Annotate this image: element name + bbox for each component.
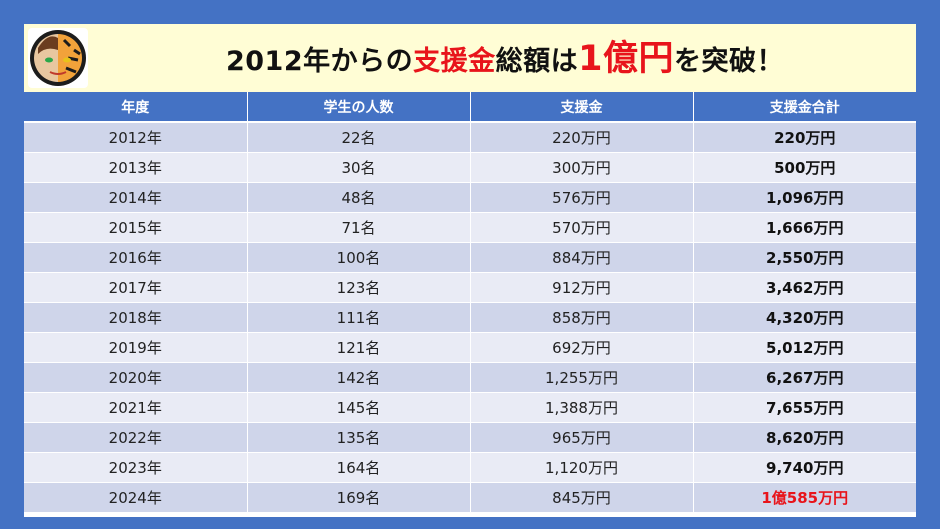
- cell-students: 100名: [247, 242, 471, 273]
- cell-year: 2018年: [24, 302, 248, 333]
- cell-support: 884万円: [470, 242, 694, 273]
- page-title: 2012年からの支援金総額は1億円を突破！: [110, 24, 900, 92]
- cell-support: 845万円: [470, 482, 694, 513]
- cell-year: 2014年: [24, 182, 248, 213]
- table-row: 2013年 30名 300万円 500万円: [24, 152, 916, 183]
- table-row: 2018年 111名 858万円 4,320万円: [24, 302, 916, 333]
- column-header-total: 支援金合計: [693, 92, 916, 123]
- title-part-4: 1億円: [578, 39, 674, 79]
- cell-year: 2022年: [24, 422, 248, 453]
- slide: 2012年からの支援金総額は1億円を突破！ 年度 学生の人数 支援金 支援金合計…: [24, 24, 916, 517]
- title-part-5: を突破！: [674, 46, 784, 77]
- cell-total: 8,620万円: [693, 422, 916, 453]
- cell-year: 2016年: [24, 242, 248, 273]
- cell-students: 142名: [247, 362, 471, 393]
- table-row: 2019年 121名 692万円 5,012万円: [24, 332, 916, 363]
- cell-students: 30名: [247, 152, 471, 183]
- cell-total: 4,320万円: [693, 302, 916, 333]
- hero-tiger-face-icon: [28, 28, 88, 88]
- title-part-1: 2012年からの: [225, 46, 414, 77]
- cell-total: 9,740万円: [693, 452, 916, 483]
- cell-year: 2019年: [24, 332, 248, 363]
- cell-students: 169名: [247, 482, 471, 513]
- cell-total: 1,096万円: [693, 182, 916, 213]
- support-table: 年度 学生の人数 支援金 支援金合計 2012年 22名 220万円 220万円…: [24, 92, 916, 513]
- cell-students: 121名: [247, 332, 471, 363]
- table-row: 2020年 142名 1,255万円 6,267万円: [24, 362, 916, 393]
- column-header-students: 学生の人数: [247, 92, 471, 123]
- cell-year: 2017年: [24, 272, 248, 303]
- cell-total: 500万円: [693, 152, 916, 183]
- cell-students: 48名: [247, 182, 471, 213]
- cell-support: 576万円: [470, 182, 694, 213]
- cell-year: 2024年: [24, 482, 248, 513]
- table-row: 2016年 100名 884万円 2,550万円: [24, 242, 916, 273]
- cell-total: 1,666万円: [693, 212, 916, 243]
- table-row: 2015年 71名 570万円 1,666万円: [24, 212, 916, 243]
- cell-year: 2023年: [24, 452, 248, 483]
- cell-total: 2,550万円: [693, 242, 916, 273]
- cell-students: 123名: [247, 272, 471, 303]
- cell-total: 6,267万円: [693, 362, 916, 393]
- cell-total: 3,462万円: [693, 272, 916, 303]
- cell-students: 22名: [247, 122, 471, 153]
- cell-students: 111名: [247, 302, 471, 333]
- cell-total: 7,655万円: [693, 392, 916, 423]
- cell-support: 1,120万円: [470, 452, 694, 483]
- table-row: 2021年 145名 1,388万円 7,655万円: [24, 392, 916, 423]
- cell-year: 2020年: [24, 362, 248, 393]
- table-row: 2014年 48名 576万円 1,096万円: [24, 182, 916, 213]
- cell-students: 145名: [247, 392, 471, 423]
- cell-year: 2013年: [24, 152, 248, 183]
- table-row: 2023年 164名 1,120万円 9,740万円: [24, 452, 916, 483]
- cell-support: 692万円: [470, 332, 694, 363]
- cell-support: 912万円: [470, 272, 694, 303]
- title-part-2: 支援金: [413, 46, 496, 77]
- cell-support: 570万円: [470, 212, 694, 243]
- table-row: 2012年 22名 220万円 220万円: [24, 122, 916, 153]
- cell-students: 135名: [247, 422, 471, 453]
- cell-support: 1,388万円: [470, 392, 694, 423]
- cell-total-highlight: 1億585万円: [693, 482, 916, 513]
- cell-year: 2021年: [24, 392, 248, 423]
- title-part-3: 総額は: [495, 46, 579, 77]
- cell-students: 164名: [247, 452, 471, 483]
- table-row: 2022年 135名 965万円 8,620万円: [24, 422, 916, 453]
- table-row: 2017年 123名 912万円 3,462万円: [24, 272, 916, 303]
- cell-support: 965万円: [470, 422, 694, 453]
- cell-total: 5,012万円: [693, 332, 916, 363]
- cell-year: 2012年: [24, 122, 248, 153]
- column-header-support: 支援金: [470, 92, 694, 123]
- cell-year: 2015年: [24, 212, 248, 243]
- table-header-row: 年度 学生の人数 支援金 支援金合計: [24, 92, 916, 123]
- cell-support: 220万円: [470, 122, 694, 153]
- table-body: 2012年 22名 220万円 220万円 2013年 30名 300万円 50…: [24, 122, 916, 513]
- cell-total: 220万円: [693, 122, 916, 153]
- table-row: 2024年 169名 845万円 1億585万円: [24, 482, 916, 513]
- cell-students: 71名: [247, 212, 471, 243]
- cell-support: 1,255万円: [470, 362, 694, 393]
- title-band: 2012年からの支援金総額は1億円を突破！: [24, 24, 916, 92]
- cell-support: 858万円: [470, 302, 694, 333]
- column-header-year: 年度: [24, 92, 248, 123]
- cell-support: 300万円: [470, 152, 694, 183]
